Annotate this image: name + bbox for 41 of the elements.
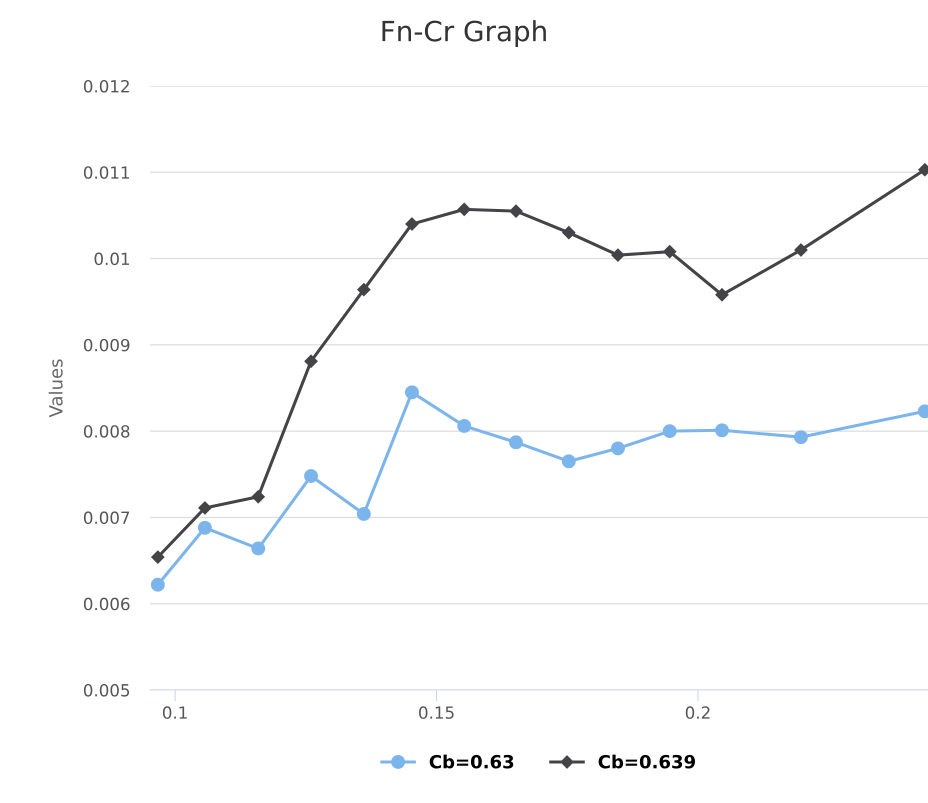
point xyxy=(715,288,729,302)
point xyxy=(715,423,729,438)
point xyxy=(509,204,523,218)
point xyxy=(304,354,318,368)
point xyxy=(794,243,808,257)
point xyxy=(405,385,419,400)
y-tick-label: 0.007 xyxy=(84,511,130,524)
point xyxy=(458,202,471,216)
point xyxy=(304,469,318,483)
point xyxy=(611,441,625,456)
point xyxy=(611,248,625,262)
point xyxy=(357,283,370,296)
y-tick-label: 0.006 xyxy=(84,598,130,610)
point xyxy=(663,245,676,258)
y-tick-label: 0.009 xyxy=(84,338,130,352)
point xyxy=(251,542,266,556)
point xyxy=(562,226,576,240)
x-tick-label: 0.2 xyxy=(686,706,710,719)
point xyxy=(150,578,165,592)
point xyxy=(198,520,212,535)
point xyxy=(662,424,677,438)
legend-label: Cb=0.63 xyxy=(430,754,514,769)
y-tick-label: 0.011 xyxy=(84,166,130,179)
point xyxy=(457,419,472,433)
y-tick-label: 0.01 xyxy=(94,252,130,266)
point xyxy=(509,435,523,450)
chart-title: Fn-Cr Graph xyxy=(382,20,546,47)
point xyxy=(356,507,371,521)
y-tick-label: 0.012 xyxy=(84,80,129,93)
point xyxy=(252,490,265,504)
point xyxy=(405,217,419,231)
point xyxy=(562,454,576,468)
point xyxy=(794,430,808,444)
legend-label: Cb=0.639 xyxy=(598,754,695,769)
y-axis-title: Values xyxy=(48,359,63,418)
y-tick-label: 0.005 xyxy=(84,684,130,697)
x-tick-label: 0.1 xyxy=(162,706,187,719)
x-tick-label: 0.15 xyxy=(419,706,454,719)
point xyxy=(198,501,212,515)
y-tick-label: 0.008 xyxy=(84,425,130,438)
point xyxy=(151,550,164,564)
